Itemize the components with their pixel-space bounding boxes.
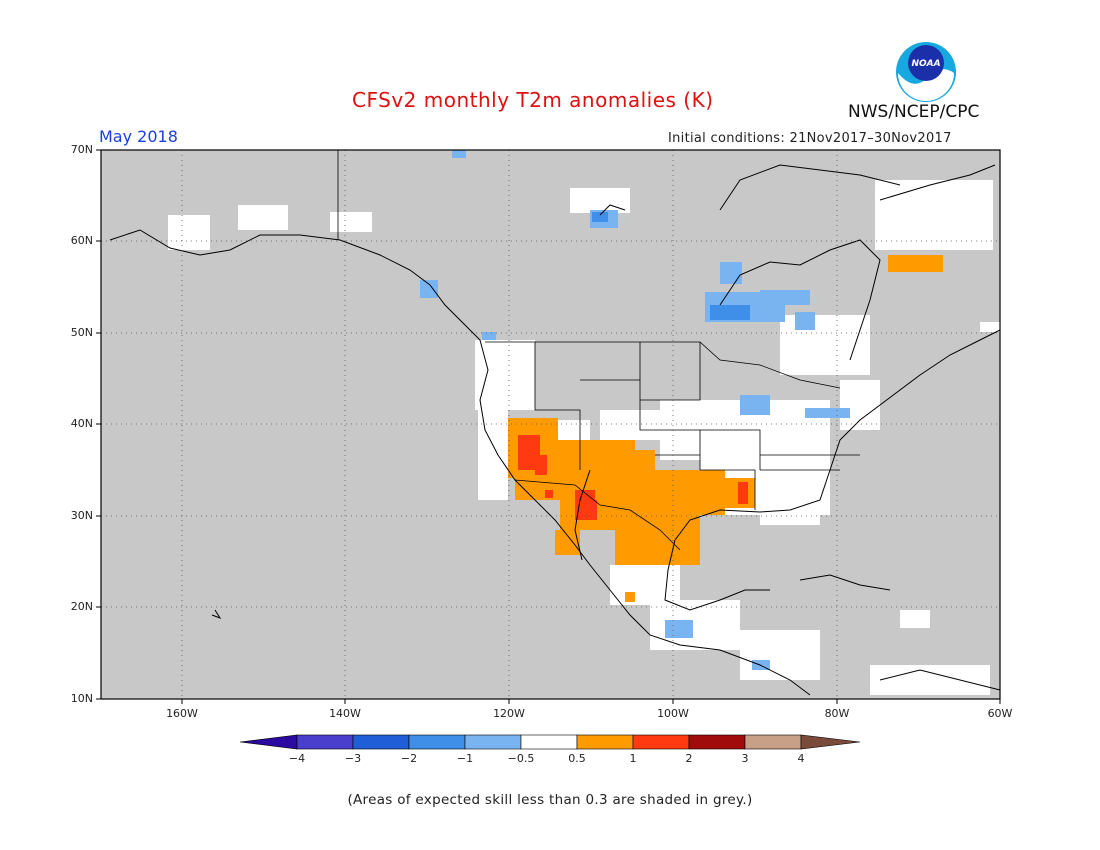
colorbar-arrow-low xyxy=(239,734,298,750)
political-boundaries xyxy=(337,150,860,551)
lat-label: 50N xyxy=(70,326,93,339)
skill-footnote: (Areas of expected skill less than 0.3 a… xyxy=(347,792,753,808)
colorbar-swatch xyxy=(688,734,746,750)
colorbar-label: −0.5 xyxy=(507,752,535,765)
initial-conditions-label: Initial conditions: 21Nov2017–30Nov2017 xyxy=(668,131,952,146)
lon-label: 100W xyxy=(657,707,689,720)
colorbar-label: 4 xyxy=(797,752,805,765)
colorbar-arrow-high xyxy=(800,734,861,750)
forecast-month: May 2018 xyxy=(99,127,178,146)
colorbar-label: −1 xyxy=(456,752,474,765)
lon-label: 160W xyxy=(166,707,198,720)
lat-label: 40N xyxy=(70,417,93,430)
neutral-anomaly-areas xyxy=(168,180,1000,695)
cool-core-areas xyxy=(592,212,750,320)
colorbar-swatch xyxy=(520,734,578,750)
lat-label: 60N xyxy=(70,234,93,247)
colorbar-label: 3 xyxy=(741,752,749,765)
lat-label: 70N xyxy=(70,143,93,156)
lat-label: 30N xyxy=(70,509,93,522)
organization-label: NWS/NCEP/CPC xyxy=(848,102,980,122)
colorbar-swatch xyxy=(408,734,466,750)
lon-label: 60W xyxy=(987,707,1013,720)
colorbar-label: 1 xyxy=(629,752,637,765)
colorbar-swatch xyxy=(464,734,522,750)
noaa-logo: NOAA xyxy=(896,42,956,102)
colorbar-label: 0.5 xyxy=(568,752,586,765)
svg-text:NOAA: NOAA xyxy=(911,59,940,69)
lat-label: 20N xyxy=(70,600,93,613)
map-title: CFSv2 monthly T2m anomalies (K) xyxy=(352,88,714,112)
colorbar-label: 2 xyxy=(685,752,693,765)
colorbar-swatch xyxy=(352,734,410,750)
lon-label: 140W xyxy=(329,707,361,720)
colorbar-label: −2 xyxy=(400,752,418,765)
colorbar-swatch xyxy=(296,734,354,750)
colorbar-swatch xyxy=(632,734,690,750)
coastlines xyxy=(109,164,1001,696)
colorbar-swatch xyxy=(576,734,634,750)
lon-label: 80W xyxy=(824,707,850,720)
axis-ticks xyxy=(96,149,1001,704)
colorbar-label: −4 xyxy=(288,752,306,765)
lon-label: 120W xyxy=(493,707,525,720)
colorbar xyxy=(239,734,861,750)
colorbar-swatch xyxy=(744,734,802,750)
lat-label: 10N xyxy=(70,692,93,705)
colorbar-label: −3 xyxy=(344,752,362,765)
